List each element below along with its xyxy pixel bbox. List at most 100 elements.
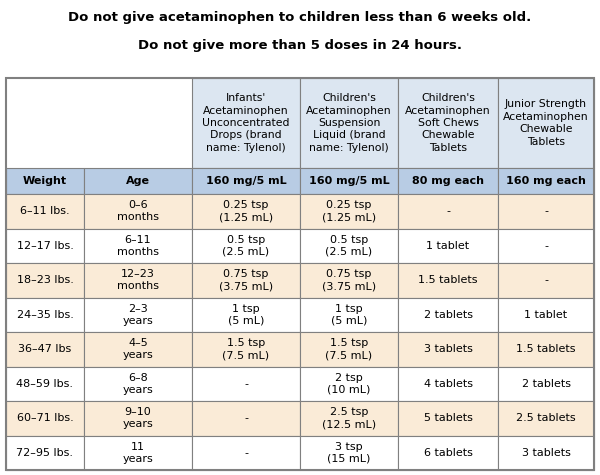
Bar [498, 168, 594, 194]
Text: 0.5 tsp
(2.5 mL): 0.5 tsp (2.5 mL) [325, 235, 373, 257]
Bar [6, 168, 84, 194]
Text: 60–71 lbs.: 60–71 lbs. [17, 413, 73, 423]
Bar [84, 367, 192, 401]
Text: -: - [544, 275, 548, 285]
Bar [192, 401, 300, 436]
Bar [398, 78, 498, 168]
Bar [398, 168, 498, 194]
Bar [84, 194, 192, 228]
Text: 2 tsp
(10 mL): 2 tsp (10 mL) [328, 372, 371, 395]
Text: 1 tablet: 1 tablet [524, 310, 568, 320]
Bar [192, 168, 300, 194]
Text: 6–11
months: 6–11 months [117, 235, 159, 257]
Text: 1 tablet: 1 tablet [427, 241, 470, 251]
Text: 48–59 lbs.: 48–59 lbs. [17, 379, 74, 389]
Bar [300, 194, 398, 228]
Text: 2 tablets: 2 tablets [521, 379, 571, 389]
Bar [498, 367, 594, 401]
Text: 2.5 tsp
(12.5 mL): 2.5 tsp (12.5 mL) [322, 407, 376, 429]
Bar [192, 263, 300, 297]
Text: 1.5 tsp
(7.5 mL): 1.5 tsp (7.5 mL) [325, 338, 373, 361]
Bar [398, 367, 498, 401]
Text: 3 tablets: 3 tablets [424, 344, 472, 354]
Bar [498, 436, 594, 470]
Text: 4–5
years: 4–5 years [122, 338, 154, 361]
Text: 24–35 lbs.: 24–35 lbs. [17, 310, 73, 320]
Bar [192, 78, 300, 168]
Text: 1.5 tablets: 1.5 tablets [418, 275, 478, 285]
Text: 1.5 tablets: 1.5 tablets [516, 344, 576, 354]
Bar [398, 332, 498, 367]
Text: Do not give more than 5 doses in 24 hours.: Do not give more than 5 doses in 24 hour… [138, 39, 462, 53]
Text: 9–10
years: 9–10 years [122, 407, 154, 429]
Bar [6, 332, 84, 367]
Text: 1.5 tsp
(7.5 mL): 1.5 tsp (7.5 mL) [223, 338, 269, 361]
Text: -: - [544, 241, 548, 251]
Bar [498, 194, 594, 228]
Bar [84, 168, 192, 194]
Text: 36–47 lbs: 36–47 lbs [19, 344, 71, 354]
Bar [498, 78, 594, 168]
Text: 0.5 tsp
(2.5 mL): 0.5 tsp (2.5 mL) [223, 235, 269, 257]
Bar [300, 367, 398, 401]
Text: 5 tablets: 5 tablets [424, 413, 472, 423]
Bar [498, 332, 594, 367]
Bar [6, 367, 84, 401]
Text: 2–3
years: 2–3 years [122, 304, 154, 326]
Bar [300, 332, 398, 367]
Bar [398, 228, 498, 263]
Bar [192, 297, 300, 332]
Text: 160 mg/5 mL: 160 mg/5 mL [308, 176, 389, 186]
Text: 12–23
months: 12–23 months [117, 269, 159, 292]
Text: Children's
Acetaminophen
Suspension
Liquid (brand
name: Tylenol): Children's Acetaminophen Suspension Liqu… [306, 93, 392, 153]
Text: 4 tablets: 4 tablets [424, 379, 473, 389]
Text: 160 mg each: 160 mg each [506, 176, 586, 186]
Bar [300, 263, 398, 297]
Text: 2.5 tablets: 2.5 tablets [516, 413, 576, 423]
Text: 0.25 tsp
(1.25 mL): 0.25 tsp (1.25 mL) [322, 200, 376, 222]
Bar [6, 297, 84, 332]
Bar [300, 228, 398, 263]
Text: 2 tablets: 2 tablets [424, 310, 473, 320]
Bar [300, 401, 398, 436]
Bar [192, 436, 300, 470]
Bar [6, 78, 192, 168]
Bar [498, 228, 594, 263]
Text: 0.25 tsp
(1.25 mL): 0.25 tsp (1.25 mL) [219, 200, 273, 222]
Bar [398, 436, 498, 470]
Text: 3 tablets: 3 tablets [521, 448, 571, 458]
Bar [192, 332, 300, 367]
Bar [84, 401, 192, 436]
Bar [398, 401, 498, 436]
Bar [398, 263, 498, 297]
Text: 3 tsp
(15 mL): 3 tsp (15 mL) [328, 442, 371, 464]
Text: Weight: Weight [23, 176, 67, 186]
Bar [398, 297, 498, 332]
Text: 12–17 lbs.: 12–17 lbs. [17, 241, 73, 251]
Text: -: - [244, 413, 248, 423]
Bar [84, 332, 192, 367]
Text: 0.75 tsp
(3.75 mL): 0.75 tsp (3.75 mL) [219, 269, 273, 292]
Text: Children's
Acetaminophen
Soft Chews
Chewable
Tablets: Children's Acetaminophen Soft Chews Chew… [405, 93, 491, 153]
Bar [300, 436, 398, 470]
Text: 72–95 lbs.: 72–95 lbs. [17, 448, 74, 458]
Bar [498, 297, 594, 332]
Text: Infants'
Acetaminophen
Unconcentrated
Drops (brand
name: Tylenol): Infants' Acetaminophen Unconcentrated Dr… [202, 93, 290, 153]
Text: 6 tablets: 6 tablets [424, 448, 472, 458]
Bar [84, 297, 192, 332]
Text: 6–8
years: 6–8 years [122, 372, 154, 395]
Bar [6, 401, 84, 436]
Text: -: - [446, 206, 450, 216]
Bar [84, 436, 192, 470]
Text: Age: Age [126, 176, 150, 186]
Text: -: - [244, 379, 248, 389]
Text: 18–23 lbs.: 18–23 lbs. [17, 275, 73, 285]
Text: Junior Strength
Acetaminophen
Chewable
Tablets: Junior Strength Acetaminophen Chewable T… [503, 99, 589, 147]
Bar [6, 228, 84, 263]
Bar [6, 78, 594, 470]
Bar [192, 228, 300, 263]
Bar [192, 367, 300, 401]
Text: 11
years: 11 years [122, 442, 154, 464]
Text: 160 mg/5 mL: 160 mg/5 mL [206, 176, 286, 186]
Bar [398, 194, 498, 228]
